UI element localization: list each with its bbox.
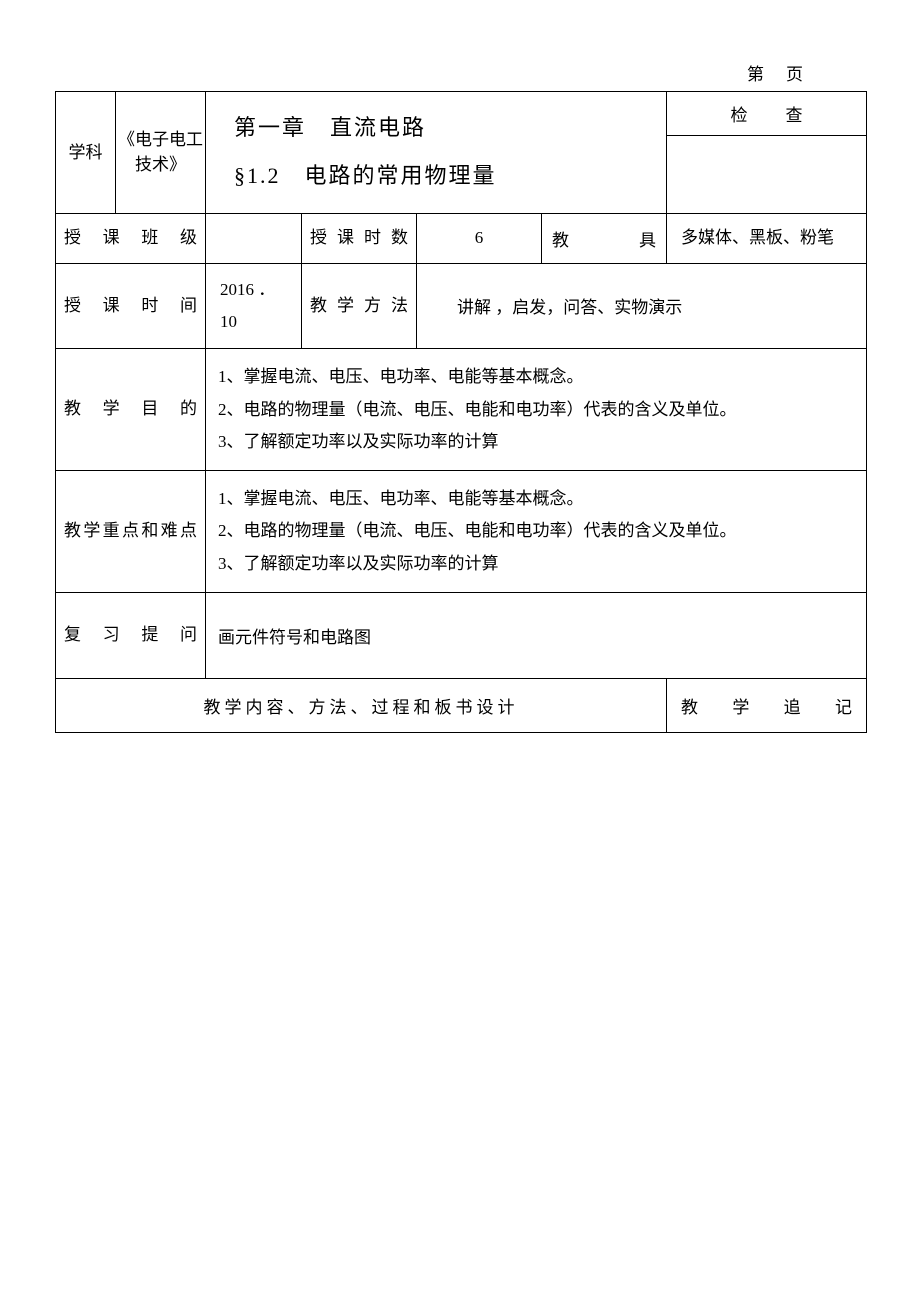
- label-time: 授课时间: [56, 263, 206, 349]
- label-review: 复习提问: [56, 593, 206, 679]
- value-subject: 《电子电工技术》: [116, 92, 206, 214]
- page-number: 第页: [55, 60, 865, 85]
- label-key-diff: 教学重点和难点: [56, 471, 206, 593]
- title-line1: 第一章 直流电路: [234, 104, 656, 152]
- label-class: 授课班级: [56, 213, 206, 263]
- title-line2: §1.2 电路的常用物理量: [234, 152, 656, 200]
- lesson-title: 第一章 直流电路 §1.2 电路的常用物理量: [206, 92, 667, 214]
- value-key-diff: 1、掌握电流、电压、电功率、电能等基本概念。 2、电路的物理量（电流、电压、电能…: [206, 471, 867, 593]
- value-hours: 6: [417, 213, 542, 263]
- label-check: 检查: [667, 92, 867, 136]
- value-method: 讲解 ，启发，问答、实物演示: [417, 263, 867, 349]
- value-check: [667, 136, 867, 214]
- label-objective: 教学目的: [56, 349, 206, 471]
- lesson-plan-table: 学科 《电子电工技术》 第一章 直流电路 §1.2 电路的常用物理量 检查 授课…: [55, 91, 867, 733]
- value-review: 画元件符号和电路图: [206, 593, 867, 679]
- label-hours: 授课时数: [302, 213, 417, 263]
- label-subject: 学科: [56, 92, 116, 214]
- label-tools: 教具: [542, 213, 667, 263]
- value-objective: 1、掌握电流、电压、电功率、电能等基本概念。 2、电路的物理量（电流、电压、电能…: [206, 349, 867, 471]
- value-tools: 多媒体、黑板、粉笔: [667, 213, 867, 263]
- label-content-design: 教学内容、方法、过程和板书设计: [56, 678, 667, 732]
- label-method: 教学方法: [302, 263, 417, 349]
- value-class: [206, 213, 302, 263]
- value-time: 2016 ．10: [206, 263, 302, 349]
- label-teaching-notes: 教学追记: [667, 678, 867, 732]
